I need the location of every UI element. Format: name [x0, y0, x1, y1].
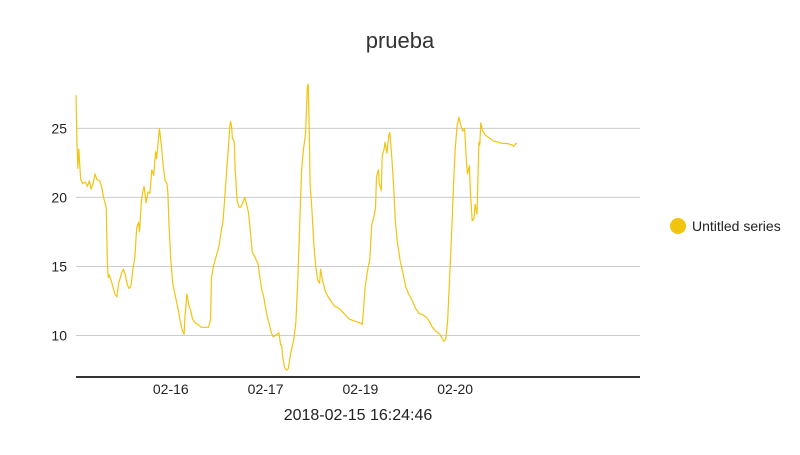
chart-title: prueba [366, 28, 435, 53]
x-tick-label: 02-17 [248, 381, 284, 397]
x-axis-ticks: 02-16 02-17 02-19 02-20 [153, 381, 473, 397]
x-tick-label: 02-19 [342, 381, 378, 397]
y-tick-label: 10 [51, 328, 67, 344]
x-axis-label: 2018-02-15 16:24:46 [284, 407, 433, 424]
series-layer [75, 83, 517, 371]
series-line-0[interactable] [75, 83, 517, 371]
y-axis-ticks: 10 15 20 25 [51, 120, 67, 343]
x-tick-label: 02-20 [437, 381, 473, 397]
gridlines [76, 127, 640, 337]
y-tick-label: 20 [51, 189, 67, 205]
legend-label: Untitled series [692, 218, 781, 234]
legend[interactable]: Untitled series [670, 218, 781, 234]
legend-swatch [670, 218, 686, 234]
y-tick-label: 25 [51, 120, 67, 136]
x-tick-label: 02-16 [153, 381, 189, 397]
y-tick-label: 15 [51, 258, 67, 274]
